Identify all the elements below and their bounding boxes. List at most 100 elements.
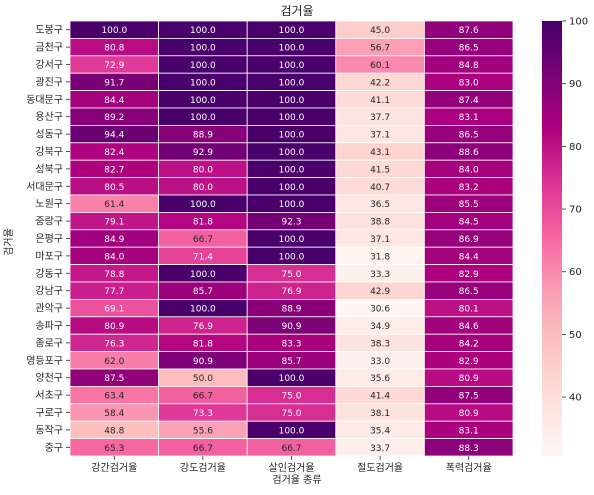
cell-value-label: 78.8 [104,270,124,280]
cell-value-label: 100.0 [190,270,216,280]
cell-value-label: 30.6 [370,305,390,315]
cell-value-label: 100.0 [279,252,305,262]
cell-value-label: 100.0 [190,78,216,88]
cell-value-label: 84.9 [104,235,124,245]
cell-value-label: 81.8 [193,339,213,349]
cell-value-label: 66.7 [193,392,213,402]
cell-value-label: 71.4 [193,252,213,262]
row-label: 강남구 [35,285,63,297]
cell-value-label: 82.4 [104,148,124,158]
cell-value-label: 100.0 [190,305,216,315]
row-label: 광진구 [35,76,63,88]
colorbar-tick-label: 100 [569,17,588,28]
cell-value-label: 100.0 [279,200,305,210]
row-label: 중랑구 [35,216,63,228]
cell-value-label: 100.0 [279,26,305,36]
cell-value-label: 100.0 [279,131,305,141]
colorbar-tick-label: 70 [569,205,582,216]
row-label: 동작구 [35,424,63,436]
row-label: 용산구 [35,111,63,123]
cell-value-label: 43.1 [370,148,390,158]
cell-value-label: 66.7 [193,235,213,245]
column-label: 강도검거율 [180,462,226,474]
cell-value-label: 80.9 [459,409,479,419]
cell-value-label: 100.0 [190,113,216,123]
cell-value-label: 83.2 [459,183,479,193]
cell-value-label: 61.4 [104,200,124,210]
row-label: 도봉구 [35,24,63,36]
cell-value-label: 86.5 [459,44,479,54]
cell-value-label: 87.6 [459,26,479,36]
cell-value-label: 85.7 [193,287,213,297]
cell-value-label: 56.7 [370,44,390,54]
cell-value-label: 82.7 [104,165,124,175]
colorbar [542,21,562,456]
cell-value-label: 100.0 [279,113,305,123]
cell-value-label: 100.0 [279,96,305,106]
row-label: 송파구 [35,320,63,332]
cell-value-label: 83.0 [459,78,479,88]
cell-value-label: 84.0 [459,165,479,175]
row-label: 강북구 [35,146,63,158]
cell-value-label: 87.5 [459,392,479,402]
cell-value-label: 92.9 [193,148,213,158]
colorbar-tick-label: 40 [569,393,582,404]
cell-value-label: 80.5 [104,183,124,193]
cell-value-label: 100.0 [279,183,305,193]
cell-value-label: 94.4 [104,131,124,141]
cell-value-label: 38.3 [370,339,390,349]
cell-value-label: 86.9 [459,235,479,245]
cell-value-label: 38.8 [370,218,390,228]
cell-value-label: 40.7 [370,183,390,193]
cell-value-label: 88.3 [459,444,479,454]
column-label: 절도검거율 [357,461,403,474]
column-label: 강간검거율 [91,462,137,474]
cell-value-label: 41.1 [370,96,390,106]
cell-value-label: 80.0 [193,165,213,175]
cell-value-label: 92.3 [281,218,301,228]
cell-value-label: 75.0 [281,270,301,280]
cell-value-label: 80.1 [459,305,479,315]
row-label: 종로구 [35,337,63,349]
cell-value-label: 80.0 [193,183,213,193]
row-label: 은평구 [35,233,63,245]
cell-value-label: 88.9 [281,305,301,315]
row-label: 서대문구 [26,181,63,193]
cell-value-label: 45.0 [370,26,390,36]
cell-value-label: 35.4 [370,426,390,436]
cell-value-label: 66.7 [281,444,301,454]
cell-value-label: 100.0 [279,165,305,175]
cell-value-label: 48.8 [104,426,124,436]
cell-value-label: 34.9 [370,322,390,332]
row-label: 중구 [45,442,63,454]
cell-value-label: 75.0 [281,392,301,402]
cell-value-label: 73.3 [193,409,213,419]
cell-value-label: 37.1 [370,131,390,141]
cell-value-label: 69.1 [104,305,124,315]
cell-value-label: 84.5 [459,218,479,228]
cell-value-label: 42.9 [370,287,390,297]
cell-value-label: 100.0 [279,78,305,88]
cell-value-label: 86.5 [459,287,479,297]
cell-value-label: 76.9 [193,322,213,332]
cell-value-label: 82.9 [459,270,479,280]
cell-value-label: 88.9 [193,131,213,141]
cell-value-label: 72.9 [104,61,124,71]
cell-value-label: 100.0 [190,61,216,71]
row-label: 금천구 [35,42,63,54]
cell-value-label: 100.0 [101,26,127,36]
cell-value-label: 91.7 [104,78,124,88]
cell-value-label: 84.0 [104,252,124,262]
colorbar-tick-label: 80 [569,142,582,153]
cell-value-label: 100.0 [279,44,305,54]
cell-value-label: 83.1 [459,113,479,123]
cell-value-label: 36.5 [370,200,390,210]
cell-value-label: 82.9 [459,357,479,367]
cell-value-label: 33.0 [370,357,390,367]
row-label: 영등포구 [26,355,63,367]
cell-value-label: 84.4 [104,96,124,106]
cell-value-label: 35.6 [370,374,390,384]
row-label: 구로구 [35,408,63,419]
cell-value-label: 65.3 [104,444,124,454]
cell-value-label: 41.5 [370,165,390,175]
